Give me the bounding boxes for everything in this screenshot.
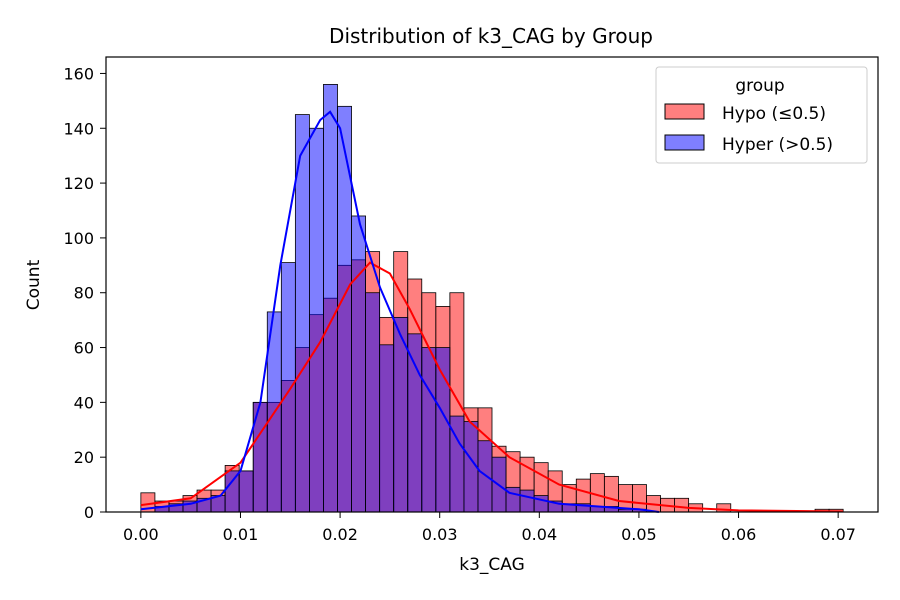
histogram-bar xyxy=(632,484,647,513)
histogram-bar xyxy=(309,127,324,513)
legend-swatch-hypo xyxy=(664,103,705,120)
x-tick-label: 0.00 xyxy=(123,525,159,544)
chart-title: Distribution of k3_CAG by Group xyxy=(329,24,653,48)
histogram-bar xyxy=(224,470,240,513)
y-tick-label: 0 xyxy=(84,503,94,522)
plot-frame xyxy=(105,56,879,513)
y-tick-label: 20 xyxy=(74,448,94,467)
x-axis-label: k3_CAG xyxy=(459,555,525,575)
y-tick-label: 80 xyxy=(74,284,94,303)
legend-title: group xyxy=(735,76,784,96)
histogram-bar xyxy=(351,215,366,513)
legend: group Hypo (≤0.5) Hyper (>0.5) xyxy=(655,66,868,164)
histogram-bar xyxy=(238,470,254,513)
y-tick-label: 160 xyxy=(63,64,94,83)
x-tick-label: 0.02 xyxy=(322,525,358,544)
kde-line-hypo xyxy=(140,261,844,513)
x-tick-label: 0.07 xyxy=(820,525,856,544)
x-tick-label: 0.04 xyxy=(522,525,558,544)
x-tick-label: 0.03 xyxy=(422,525,458,544)
histogram-bar xyxy=(435,347,451,513)
kde-lines xyxy=(140,110,844,513)
histogram-bar xyxy=(421,347,437,513)
y-tick-label: 120 xyxy=(63,174,94,193)
histogram-bar xyxy=(280,262,296,513)
y-axis-label: Count xyxy=(24,259,44,310)
histogram-bar xyxy=(379,344,395,513)
histogram-bar xyxy=(323,84,338,513)
histogram-bar xyxy=(365,292,381,513)
x-axis: 0.00 0.01 0.02 0.03 0.04 0.05 0.06 0.07 xyxy=(123,512,856,544)
y-tick-label: 100 xyxy=(63,229,94,248)
y-tick-label: 60 xyxy=(74,339,94,358)
kde-line-hyper xyxy=(140,110,660,513)
legend-label-hyper: Hyper (>0.5) xyxy=(722,135,833,155)
y-axis: 0 20 40 60 80 100 120 140 160 xyxy=(63,64,106,522)
x-tick-label: 0.05 xyxy=(621,525,657,544)
x-tick-label: 0.06 xyxy=(721,525,757,544)
legend-box xyxy=(655,66,868,164)
histogram-bar xyxy=(519,489,535,513)
y-tick-label: 40 xyxy=(74,393,94,412)
histogram-bar xyxy=(674,497,690,513)
histogram-bar xyxy=(477,440,493,513)
histogram-bar xyxy=(337,105,352,513)
y-tick-label: 140 xyxy=(63,119,94,138)
legend-swatch-hyper xyxy=(664,134,705,151)
histogram-bar xyxy=(407,333,423,513)
legend-label-hypo: Hypo (≤0.5) xyxy=(722,104,826,124)
x-tick-label: 0.01 xyxy=(223,525,259,544)
